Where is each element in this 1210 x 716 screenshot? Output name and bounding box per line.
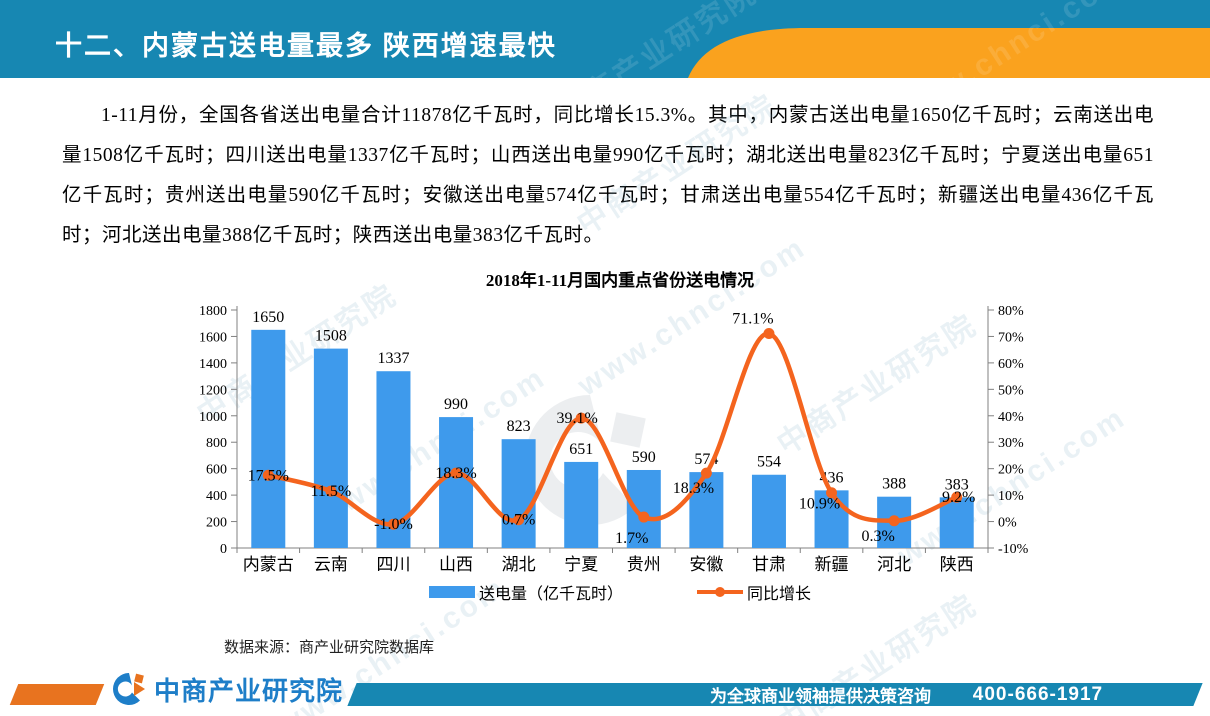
- svg-text:宁夏: 宁夏: [564, 555, 598, 574]
- svg-text:内蒙古: 内蒙古: [243, 555, 294, 574]
- footer-logo: 中商产业研究院: [110, 670, 343, 708]
- footer-orange-bar: [9, 684, 105, 705]
- svg-text:安徽: 安徽: [689, 555, 723, 574]
- line-series-label: 同比增长: [747, 586, 812, 603]
- svg-text:400: 400: [206, 489, 227, 504]
- footer-band: 为全球商业领袖提供决策咨询 400-666-1917: [347, 683, 1203, 706]
- svg-text:1508: 1508: [315, 328, 347, 345]
- svg-text:71.1%: 71.1%: [732, 311, 773, 328]
- svg-text:陕西: 陕西: [940, 555, 974, 574]
- svg-text:990: 990: [444, 396, 468, 413]
- legend-item-bar: 送电量（亿千瓦时）: [428, 580, 623, 604]
- svg-text:383: 383: [945, 476, 969, 493]
- svg-text:1000: 1000: [199, 410, 227, 425]
- bar-series-label: 送电量（亿千瓦时）: [478, 586, 623, 603]
- company-logo-icon: [113, 673, 145, 705]
- company-logo-text: 中商产业研究院: [154, 675, 344, 706]
- svg-text:823: 823: [507, 418, 531, 435]
- line-marker-dot: [715, 587, 725, 597]
- page-title: 十二、内蒙古送电量最多 陕西增速最快: [55, 31, 557, 61]
- legend-item-line: 同比增长: [697, 580, 811, 604]
- svg-text:贵州: 贵州: [627, 555, 661, 574]
- svg-text:39.1%: 39.1%: [557, 410, 598, 427]
- summary-paragraph: 1-11月份，全国各省送出电量合计11878亿千瓦时，同比增长15.3%。其中，…: [62, 105, 1154, 246]
- svg-text:70%: 70%: [998, 330, 1024, 345]
- svg-text:河北: 河北: [877, 555, 911, 574]
- svg-text:新疆: 新疆: [815, 555, 849, 574]
- svg-text:山西: 山西: [439, 555, 473, 574]
- svg-text:9.2%: 9.2%: [942, 489, 975, 506]
- svg-text:甘肃: 甘肃: [752, 555, 786, 574]
- svg-text:1200: 1200: [199, 383, 227, 398]
- svg-text:-1.0%: -1.0%: [374, 516, 413, 533]
- svg-text:18.3%: 18.3%: [673, 480, 714, 497]
- line-series-swatch: [697, 587, 743, 597]
- data-source: 数据来源：商产业研究院数据库: [224, 640, 435, 656]
- svg-text:554: 554: [757, 454, 781, 471]
- svg-text:18.3%: 18.3%: [435, 465, 476, 482]
- svg-text:600: 600: [206, 463, 227, 478]
- svg-text:0.7%: 0.7%: [502, 512, 535, 529]
- svg-text:0%: 0%: [998, 516, 1017, 531]
- bar-series-swatch: [428, 586, 475, 598]
- footer-slogan: 为全球商业领袖提供决策咨询: [709, 687, 931, 706]
- chart-title: 2018年1-11月国内重点省份送电情况: [485, 271, 755, 290]
- chart-legend: 送电量（亿千瓦时） 同比增长: [180, 580, 1060, 604]
- svg-text:10.9%: 10.9%: [799, 496, 840, 513]
- svg-text:50%: 50%: [998, 383, 1024, 398]
- svg-text:四川: 四川: [376, 555, 410, 574]
- svg-text:40%: 40%: [998, 410, 1024, 425]
- svg-text:云南: 云南: [314, 555, 348, 574]
- svg-text:1.7%: 1.7%: [615, 530, 648, 547]
- svg-text:-10%: -10%: [998, 542, 1029, 557]
- svg-text:800: 800: [206, 436, 227, 451]
- svg-text:651: 651: [569, 441, 593, 458]
- svg-text:388: 388: [882, 476, 906, 493]
- page-header: 十二、内蒙古送电量最多 陕西增速最快: [0, 0, 1210, 78]
- svg-text:0.3%: 0.3%: [861, 528, 894, 545]
- svg-text:80%: 80%: [998, 304, 1024, 319]
- svg-text:0: 0: [220, 542, 227, 557]
- svg-text:1337: 1337: [377, 350, 409, 367]
- footer-phone-number: 400-666-1917: [972, 683, 1103, 705]
- svg-text:1600: 1600: [199, 330, 227, 345]
- svg-text:1650: 1650: [252, 309, 284, 326]
- svg-text:20%: 20%: [998, 463, 1024, 478]
- svg-text:11.5%: 11.5%: [311, 483, 352, 500]
- svg-text:590: 590: [632, 449, 656, 466]
- svg-text:17.5%: 17.5%: [248, 467, 289, 484]
- svg-text:1400: 1400: [199, 357, 227, 372]
- combo-chart: 0 200 400 600 800 1000 1200 1400 1600 1800 -10% 0% 1…: [199, 304, 1029, 574]
- svg-text:10%: 10%: [998, 489, 1024, 504]
- svg-text:200: 200: [206, 516, 227, 531]
- svg-text:湖北: 湖北: [502, 555, 536, 574]
- svg-text:30%: 30%: [998, 436, 1024, 451]
- svg-text:1800: 1800: [199, 304, 227, 319]
- svg-text:60%: 60%: [998, 357, 1024, 372]
